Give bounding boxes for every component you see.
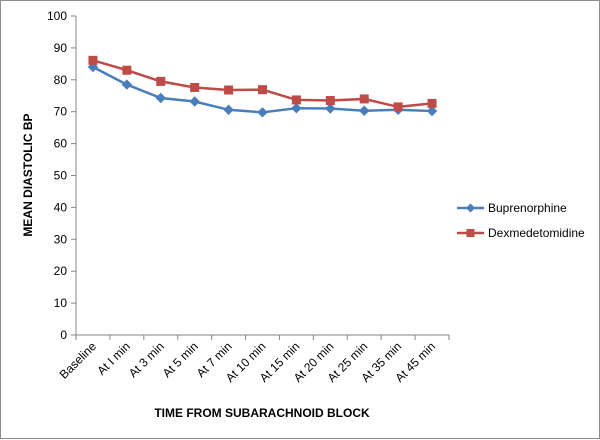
legend-label: Dexmedetomidine xyxy=(488,226,585,240)
data-point xyxy=(190,82,200,92)
y-tick-label: 90 xyxy=(54,41,68,55)
x-axis-title: TIME FROM SUBARACHNOID BLOCK xyxy=(154,406,370,420)
y-tick-label: 60 xyxy=(54,137,68,151)
legend-label: Buprenorphine xyxy=(488,201,567,215)
y-tick-label: 0 xyxy=(60,328,67,342)
x-tick-label: At 3 min xyxy=(126,339,167,380)
data-point xyxy=(291,95,301,105)
data-point xyxy=(426,105,438,117)
data-point xyxy=(121,79,133,90)
y-axis-title: MEAN DIASTOLIC BP xyxy=(21,113,35,236)
data-point xyxy=(257,107,268,118)
data-point xyxy=(223,104,234,115)
y-axis-ticks: 0 10 20 30 40 50 60 70 80 90 100 xyxy=(47,9,76,342)
data-point xyxy=(393,102,403,112)
data-point xyxy=(427,98,437,108)
data-point xyxy=(258,85,267,95)
y-tick-label: 50 xyxy=(54,169,68,183)
data-point xyxy=(156,76,166,86)
data-point xyxy=(325,103,336,114)
data-point xyxy=(291,102,302,114)
data-point xyxy=(122,65,132,75)
series-layer xyxy=(87,55,438,118)
y-tick-label: 80 xyxy=(54,73,68,87)
y-tick-label: 20 xyxy=(54,264,68,278)
y-tick-label: 10 xyxy=(54,296,68,310)
data-point xyxy=(88,55,98,65)
legend: Buprenorphine Dexmedetomidine xyxy=(457,201,585,240)
data-point xyxy=(189,96,200,107)
legend-item: Buprenorphine xyxy=(457,201,567,215)
data-point xyxy=(359,94,369,104)
y-tick-label: 70 xyxy=(54,105,68,119)
y-tick-label: 30 xyxy=(54,232,68,246)
data-point xyxy=(325,96,335,106)
data-point xyxy=(155,92,166,104)
legend-item: Dexmedetomidine xyxy=(457,226,585,240)
axes xyxy=(75,16,449,336)
x-tick-label: Baseline xyxy=(57,339,100,382)
y-tick-label: 40 xyxy=(54,200,68,214)
data-point xyxy=(224,85,234,95)
y-tick-label: 100 xyxy=(47,9,67,23)
series-line xyxy=(92,59,433,109)
legend-marker xyxy=(466,229,475,237)
series-dexmedetomidine xyxy=(88,55,437,112)
data-point xyxy=(359,105,370,116)
legend-marker xyxy=(466,203,475,213)
x-tick-label: At 5 min xyxy=(160,339,201,380)
